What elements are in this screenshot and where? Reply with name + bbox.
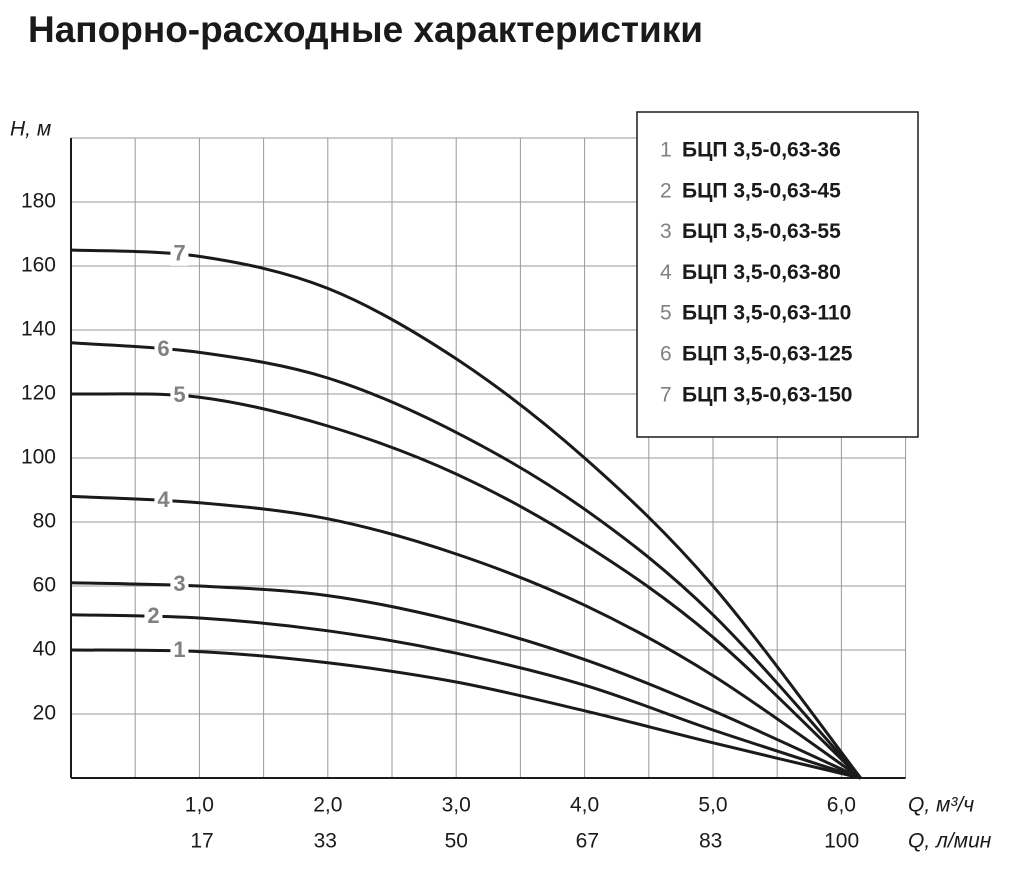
curve-label-bg xyxy=(170,385,189,408)
y-tick-label: 100 xyxy=(21,446,56,469)
y-tick-label: 40 xyxy=(33,638,56,661)
y-tick-label: 120 xyxy=(21,382,56,405)
curve xyxy=(70,248,862,779)
x2-axis-label: Q, л/мин xyxy=(908,830,992,853)
legend-entry: БЦП 3,5-0,63-55 xyxy=(682,220,841,243)
legend-entry: БЦП 3,5-0,63-45 xyxy=(682,179,841,202)
curve-label: 5 xyxy=(173,382,185,407)
curve xyxy=(70,613,862,780)
x-tick-label: 5,0 xyxy=(698,794,727,817)
x-tick-label: 4,0 xyxy=(570,794,599,817)
curve-label-bg xyxy=(144,606,163,629)
curve-label: 7 xyxy=(173,241,185,266)
curve-label-bg xyxy=(170,574,189,597)
curve xyxy=(70,648,862,780)
legend-number: 4 xyxy=(660,261,672,284)
curve-label: 2 xyxy=(147,603,159,628)
curve-label-bg xyxy=(170,243,189,266)
y-tick-label: 20 xyxy=(33,702,56,725)
legend-number: 2 xyxy=(660,179,672,202)
curve-label: 1 xyxy=(173,637,185,662)
legend-entry: БЦП 3,5-0,63-150 xyxy=(682,383,852,406)
x2-tick-label: 83 xyxy=(699,830,722,853)
x2-tick-label: 67 xyxy=(576,830,599,853)
legend-number: 7 xyxy=(660,383,672,406)
chart-title: Напорно-расходные характеристики xyxy=(28,9,703,50)
y-tick-label: 160 xyxy=(21,254,56,277)
legend-number: 3 xyxy=(660,220,672,243)
curve xyxy=(70,392,862,780)
legend-box xyxy=(636,111,919,438)
curve-label-bg xyxy=(170,640,189,663)
curve-label: 3 xyxy=(173,571,185,596)
curve xyxy=(70,494,862,780)
x-axis-label: Q, м³/ч xyxy=(908,794,974,817)
y-tick-label: 140 xyxy=(21,318,56,341)
x2-tick-label: 100 xyxy=(824,830,859,853)
y-tick-label: 180 xyxy=(21,190,56,213)
legend-entry: БЦП 3,5-0,63-125 xyxy=(682,343,853,366)
curve xyxy=(70,581,862,780)
legend-number: 6 xyxy=(660,343,672,366)
x-tick-label: 3,0 xyxy=(442,794,471,817)
curve-label: 6 xyxy=(157,336,169,361)
x2-tick-label: 17 xyxy=(190,830,213,853)
legend-entry: БЦП 3,5-0,63-110 xyxy=(682,302,851,325)
curve-label-bg xyxy=(154,339,173,361)
legend-number: 1 xyxy=(660,139,672,162)
y-tick-label: 80 xyxy=(33,510,56,533)
x2-tick-label: 50 xyxy=(445,830,468,853)
curve xyxy=(70,341,862,780)
legend-entry: БЦП 3,5-0,63-80 xyxy=(682,261,841,284)
x-tick-label: 2,0 xyxy=(313,794,342,817)
legend-number: 5 xyxy=(660,302,672,325)
y-tick-label: 60 xyxy=(33,574,56,597)
x2-tick-label: 33 xyxy=(314,830,337,853)
curve-label: 4 xyxy=(157,487,170,512)
legend-entry: БЦП 3,5-0,63-36 xyxy=(682,139,841,162)
x-tick-label: 6,0 xyxy=(827,794,856,817)
y-axis-label: H, м xyxy=(10,118,51,141)
curve-label-bg xyxy=(154,490,173,513)
x-tick-label: 1,0 xyxy=(185,794,214,817)
